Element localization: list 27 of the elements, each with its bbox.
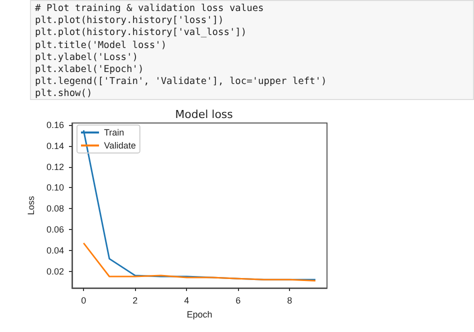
legend-label: Train (104, 128, 124, 138)
x-tick-label: 4 (184, 296, 190, 306)
y-axis-title: Loss (26, 195, 36, 216)
x-tick-label: 0 (81, 296, 86, 306)
text: plt.plot(history.history['loss']) (35, 15, 225, 28)
x-tick-label: 8 (287, 296, 292, 306)
y-tick-label: 0.02 (46, 266, 64, 276)
y-tick-label: 0.04 (46, 245, 64, 256)
x-tick-label: 6 (236, 296, 241, 306)
text: plt.plot(history.history['val_loss']) (35, 27, 248, 40)
x-axis-title: Epoch (186, 309, 212, 320)
y-tick-label: 0.12 (46, 162, 64, 172)
y-tick-label: 0.14 (46, 140, 64, 151)
text: plt.show() (35, 88, 94, 101)
y-tick-label: 0.16 (46, 120, 64, 130)
text: plt.xlabel('Epoch') (35, 64, 145, 76)
text: plt.ylabel('Loss') (35, 52, 139, 64)
x-tick-label: 2 (132, 296, 138, 306)
y-tick-label: 0.06 (46, 224, 64, 235)
text: plt.title('Model loss') (35, 40, 168, 52)
line-series (82, 242, 316, 282)
text: plt.legend(['Train', 'Validate'], loc='upper left') (35, 76, 328, 88)
y-tick-label: 0.10 (46, 182, 64, 193)
legend-label: Validate (104, 140, 136, 150)
chart-title: Model loss (175, 108, 234, 121)
y-tick-label: 0.08 (46, 204, 64, 214)
text: # Plot training & validation loss values (35, 3, 265, 16)
